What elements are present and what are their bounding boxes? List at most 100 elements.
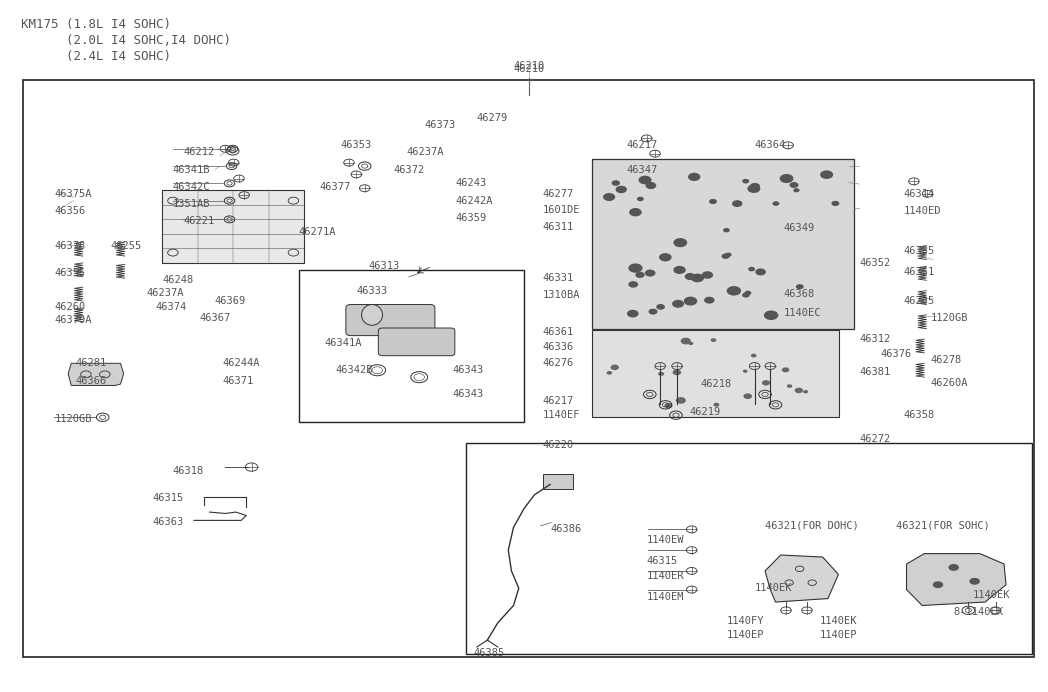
Bar [466,443,1032,654]
PathPatch shape [162,190,304,263]
Text: 46248: 46248 [162,275,194,285]
Text: 1601DE: 1601DE [543,205,581,215]
Text: 46210: 46210 [514,64,545,74]
Text: 46341B: 46341B [173,165,211,174]
Text: 46374: 46374 [155,302,187,311]
Text: 46375A: 46375A [54,189,92,199]
Text: 46237A: 46237A [147,288,184,298]
Circle shape [726,286,741,295]
Circle shape [723,228,729,233]
Circle shape [742,179,749,183]
Text: 46352: 46352 [859,258,891,268]
Text: 46377: 46377 [320,182,351,192]
Polygon shape [68,363,124,385]
Circle shape [680,338,691,345]
Circle shape [638,176,652,184]
Text: 46235: 46235 [903,296,935,306]
Text: 46210: 46210 [514,61,545,71]
Text: 46331: 46331 [543,273,574,283]
Circle shape [933,581,943,588]
Text: 1140EF: 1140EF [543,410,581,420]
Circle shape [725,253,732,257]
Text: 46363: 46363 [152,518,183,527]
Text: 46366: 46366 [75,376,107,385]
Text: 46364: 46364 [755,140,786,150]
Text: 46312: 46312 [859,334,891,344]
Circle shape [691,273,704,282]
Text: 46385: 46385 [474,648,505,657]
Text: 46244A: 46244A [222,358,260,368]
Text: 1140EP: 1140EP [820,630,857,639]
Text: 8-1140EK: 8-1140EK [954,608,1004,617]
Circle shape [659,253,672,262]
Text: 46367: 46367 [199,313,231,323]
Circle shape [687,173,700,181]
Text: 46321(FOR DOHC): 46321(FOR DOHC) [765,521,858,531]
Ellipse shape [362,304,383,325]
Text: 46368: 46368 [784,289,815,299]
Text: 46386: 46386 [550,525,582,534]
Text: 46311: 46311 [543,222,574,232]
Circle shape [704,297,715,304]
Circle shape [603,193,615,201]
Text: 46318: 46318 [173,466,204,475]
Circle shape [803,390,808,393]
Text: 1140EK: 1140EK [820,616,857,626]
Circle shape [747,184,761,193]
Circle shape [714,403,719,407]
Text: 46276: 46276 [543,358,574,368]
Text: 46212: 46212 [183,147,215,157]
Text: 46347: 46347 [627,165,658,174]
Circle shape [743,370,747,373]
Circle shape [674,238,687,247]
Circle shape [645,269,655,277]
Text: 46358: 46358 [903,410,935,420]
Circle shape [789,182,799,188]
Text: 1140EP: 1140EP [726,630,764,639]
Text: 46314: 46314 [903,189,935,199]
Text: 46379A: 46379A [54,316,92,325]
Circle shape [649,309,657,315]
Text: 1140EK: 1140EK [973,590,1010,600]
FancyBboxPatch shape [592,159,854,329]
Circle shape [646,182,656,189]
Text: 46378: 46378 [54,241,86,251]
Circle shape [615,185,627,193]
Circle shape [744,291,751,295]
Text: 46359: 46359 [456,213,487,223]
Text: 1140EK: 1140EK [755,583,792,593]
Text: 46342B: 46342B [335,365,373,375]
Text: 46315: 46315 [152,493,183,503]
Text: 1140EC: 1140EC [784,309,822,318]
Text: 46217: 46217 [627,140,658,150]
Circle shape [743,393,752,399]
Text: 1140ED: 1140ED [903,206,941,216]
Circle shape [772,201,780,206]
Text: 1140EW: 1140EW [647,535,684,545]
FancyBboxPatch shape [378,328,455,356]
Circle shape [782,367,789,372]
Circle shape [673,370,681,375]
Polygon shape [765,555,838,602]
Circle shape [793,188,800,192]
Circle shape [702,271,713,279]
Text: 46321(FOR SOHC): 46321(FOR SOHC) [896,521,989,531]
Text: 46260A: 46260A [931,378,968,388]
Text: 1351AB: 1351AB [173,199,211,209]
FancyBboxPatch shape [592,330,839,417]
Text: 46260: 46260 [54,302,86,311]
Circle shape [756,268,766,275]
Text: 46217: 46217 [543,397,574,406]
Circle shape [635,272,645,278]
Circle shape [742,293,749,298]
Circle shape [750,354,757,358]
Circle shape [721,253,729,259]
Circle shape [711,338,717,342]
Circle shape [607,371,612,374]
Text: 46343: 46343 [453,390,484,399]
Circle shape [656,304,664,310]
Circle shape [612,180,620,186]
Circle shape [780,174,793,183]
Circle shape [831,201,839,206]
Text: 46343: 46343 [453,365,484,375]
